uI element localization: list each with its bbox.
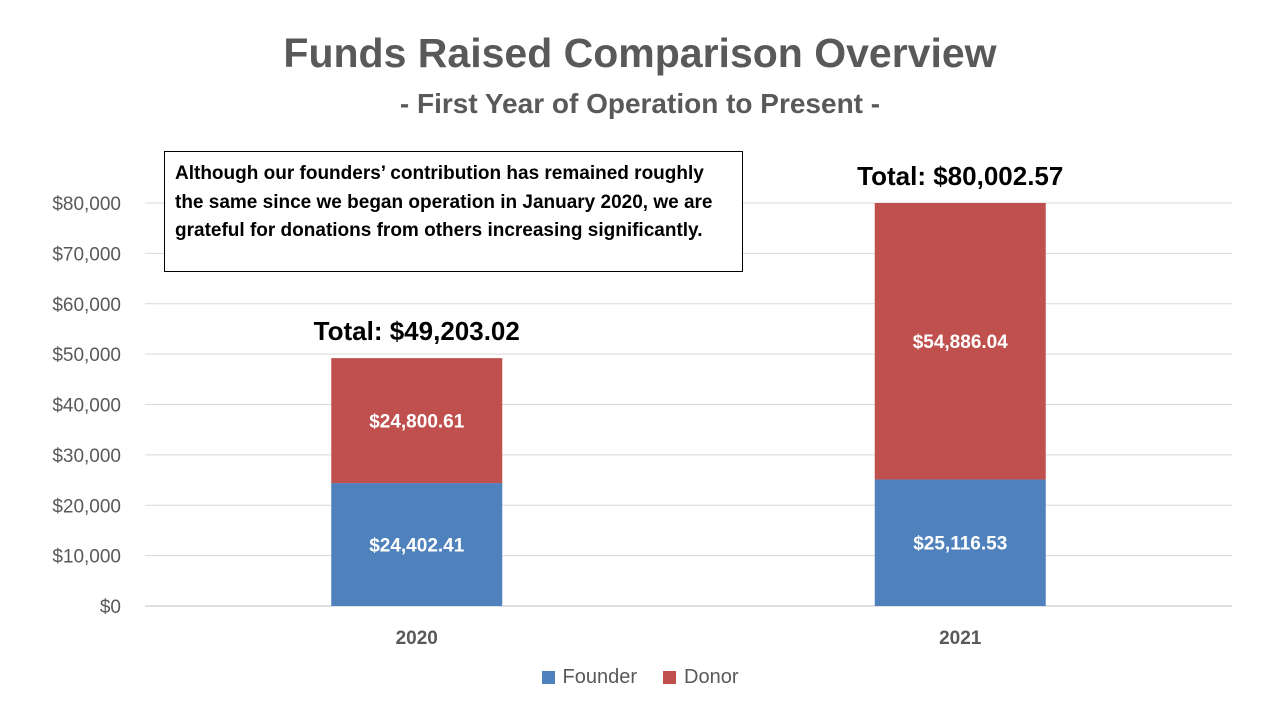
legend-label-donor: Donor [684, 666, 739, 688]
bar-founder-2021 [874, 479, 1046, 606]
data-label-donor-2020: $24,800.61 [369, 412, 465, 433]
bars [331, 202, 1046, 606]
x-tick-label: 2021 [939, 628, 982, 649]
y-tick-label: $80,000 [52, 194, 121, 215]
data-label-founder-2020: $24,402.41 [369, 536, 465, 557]
chart-subtitle: - First Year of Operation to Present - [399, 88, 881, 119]
y-tick-label: $20,000 [52, 496, 121, 517]
bar-founder-2020 [331, 483, 503, 606]
legend-swatch-founder [541, 671, 555, 684]
data-labels: $24,402.41 $24,800.61 Total: $49,203.02 $25… [314, 161, 1064, 557]
y-tick-label: $30,000 [52, 446, 121, 467]
bar-donor-2021 [874, 202, 1046, 480]
total-label-2020: Total: $49,203.02 [314, 316, 520, 346]
data-label-donor-2021: $54,886.04 [913, 332, 1009, 353]
y-tick-label: $50,000 [52, 345, 121, 366]
legend-item-founder: Founder [541, 666, 638, 689]
legend-swatch-donor [663, 671, 676, 684]
total-label-2021: Total: $80,002.57 [857, 161, 1063, 191]
legend-item-donor: Donor [663, 666, 738, 689]
annotation-box: Although our founders’ contribution has … [164, 151, 743, 272]
x-axis-tick-labels: 2020 2021 [396, 628, 982, 649]
y-tick-label: $40,000 [52, 396, 121, 417]
y-tick-label: $10,000 [52, 547, 121, 568]
x-tick-label: 2020 [396, 628, 438, 649]
chart-title: Funds Raised Comparison Overview [283, 30, 997, 76]
bar-donor-2020 [331, 358, 503, 484]
y-tick-label: $0 [100, 597, 121, 618]
annotation-text: Although our founders’ contribution has … [175, 163, 713, 241]
data-label-founder-2021: $25,116.53 [913, 534, 1007, 555]
y-tick-label: $60,000 [52, 295, 121, 316]
legend-label-founder: Founder [562, 666, 638, 688]
y-tick-label: $70,000 [52, 244, 121, 265]
legend: Founder Donor [0, 666, 1280, 689]
y-axis-tick-labels: $0 $10,000 $20,000 $30,000 $40,000 $50,000 $60… [52, 194, 121, 618]
